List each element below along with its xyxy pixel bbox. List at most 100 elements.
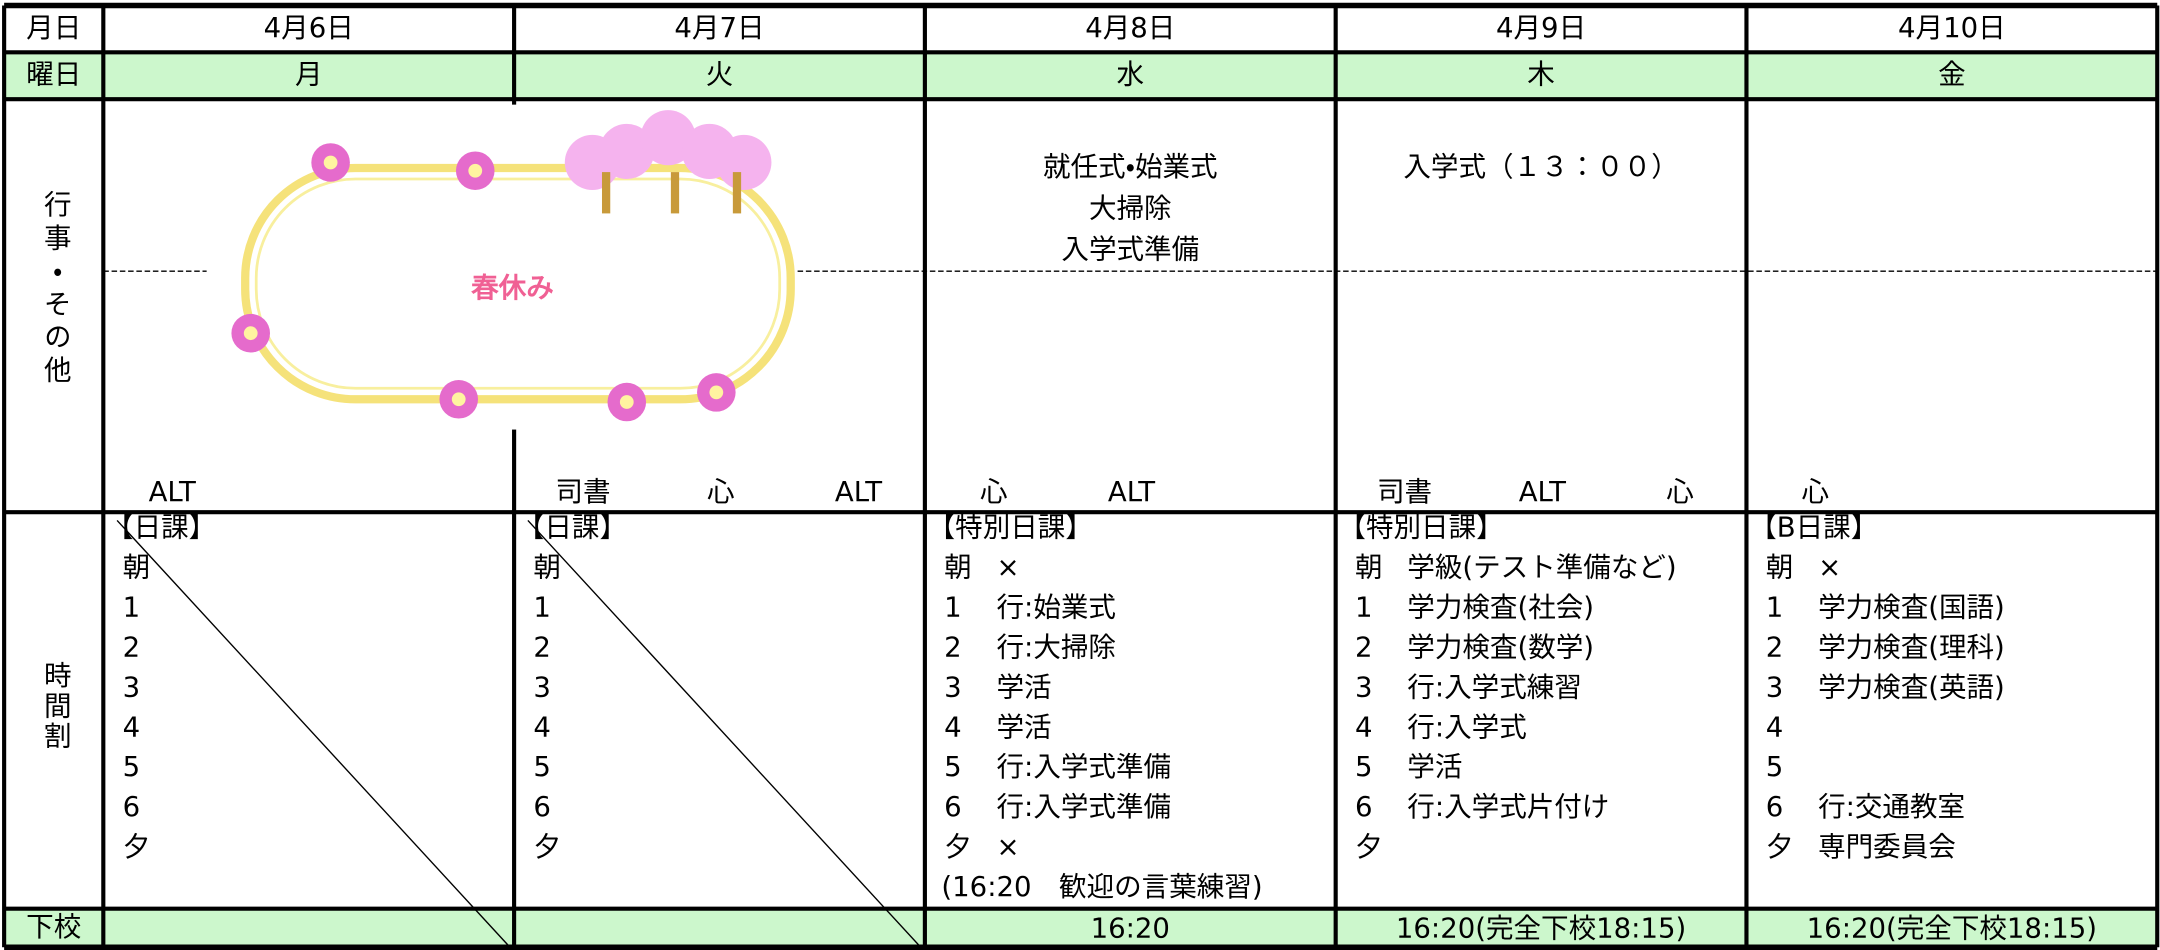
schedule-title: 【日課】 <box>517 512 627 544</box>
period-label: 3 <box>533 671 551 703</box>
banner-frame-inner <box>254 177 782 390</box>
period-label: 1 <box>1355 592 1373 624</box>
staff: 心 <box>1802 476 1830 508</box>
period-content: × <box>997 552 1020 584</box>
dismissal: 16:20(完全下校18:15) <box>1807 912 2097 944</box>
period-label: 5 <box>1766 751 1784 783</box>
staff: ALT <box>1519 476 1566 508</box>
period-label: 朝 <box>1766 552 1794 584</box>
banner-frame <box>241 163 795 404</box>
period-label: 5 <box>1355 751 1373 783</box>
note: (16:20 歓迎の言葉練習) <box>941 871 1262 903</box>
period-content: 学力検査(英語) <box>1818 671 2005 703</box>
period-content: 学級(テスト準備など) <box>1407 552 1676 584</box>
period-content: × <box>1818 552 1841 584</box>
period-content: 行:入学式準備 <box>997 791 1172 823</box>
period-label: 4 <box>1355 711 1373 743</box>
period-label: 4 <box>533 711 551 743</box>
period-label: 朝 <box>533 552 561 584</box>
period-content: 行:入学式練習 <box>1407 671 1582 703</box>
period-content: 専門委員会 <box>1818 831 1956 863</box>
period-content: × <box>997 831 1020 863</box>
schedule-title: 【日課】 <box>106 512 216 544</box>
period-label: 朝 <box>123 552 151 584</box>
period-label: 1 <box>123 592 141 624</box>
period-content: 行:大掃除 <box>997 631 1116 663</box>
date: 4月7日 <box>674 12 764 44</box>
period-label: 5 <box>944 751 962 783</box>
weekday: 月 <box>295 59 323 91</box>
row-label-vertical: 行事・その他 <box>39 190 72 388</box>
period-label: 3 <box>1766 671 1784 703</box>
period-label: 2 <box>533 631 551 663</box>
period-content: 学活 <box>997 671 1052 703</box>
period-label: 夕 <box>533 831 561 863</box>
schedule-title: 【特別日課】 <box>928 512 1093 544</box>
staff: 心 <box>707 476 735 508</box>
staff: 司書 <box>555 476 610 508</box>
period-content: 学力検査(国語) <box>1818 592 2005 624</box>
period-label: 3 <box>1355 671 1373 703</box>
row-label: 月日 <box>26 12 81 44</box>
schedule-title: 【B日課】 <box>1749 512 1878 544</box>
no-class-diagonal <box>116 519 511 948</box>
period-content: 学活 <box>997 711 1052 743</box>
period-label: 1 <box>944 592 962 624</box>
period-content: 学活 <box>1407 751 1462 783</box>
date: 4月6日 <box>264 12 354 44</box>
staff: 心 <box>1666 476 1694 508</box>
staff: 司書 <box>1377 476 1432 508</box>
tree-crown <box>564 134 620 190</box>
period-content: 学力検査(理科) <box>1818 631 2005 663</box>
date: 4月9日 <box>1496 12 1586 44</box>
staff: ALT <box>835 476 882 508</box>
period-label: 4 <box>123 711 141 743</box>
period-label: 2 <box>944 631 962 663</box>
tree-trunk <box>732 172 742 214</box>
period-label: 朝 <box>1355 552 1383 584</box>
period-label: 1 <box>1766 592 1784 624</box>
weekday: 木 <box>1527 59 1555 91</box>
staff: ALT <box>1108 476 1155 508</box>
dismissal: 16:20(完全下校18:15) <box>1396 912 1686 944</box>
banner-text: 春休み <box>470 272 554 304</box>
period-label: 2 <box>1766 631 1784 663</box>
no-class-diagonal <box>527 519 922 948</box>
period-label: 3 <box>944 671 962 703</box>
row-label-vertical: 時間割 <box>39 661 71 752</box>
period-label: 6 <box>123 791 141 823</box>
tree-trunk <box>670 172 680 214</box>
tree-trunk <box>601 172 611 214</box>
event: 入学式（１３：００） <box>1403 151 1678 183</box>
period-label: 夕 <box>1355 831 1383 863</box>
weekday: 水 <box>1117 59 1145 91</box>
staff: 心 <box>980 476 1008 508</box>
weekday: 金 <box>1938 59 1966 91</box>
blossom-center <box>323 155 338 170</box>
period-content: 行:交通教室 <box>1818 791 1965 823</box>
date: 4月8日 <box>1085 12 1175 44</box>
period-content: 学力検査(数学) <box>1407 631 1594 663</box>
period-label: 1 <box>533 592 551 624</box>
period-label: 6 <box>1355 791 1373 823</box>
period-label: 2 <box>1355 631 1373 663</box>
period-label: 6 <box>1766 791 1784 823</box>
date: 4月10日 <box>1898 12 2006 44</box>
period-label: 5 <box>123 751 141 783</box>
period-content: 行:入学式片付け <box>1407 791 1609 823</box>
period-content: 行:始業式 <box>997 592 1116 624</box>
blossom-center <box>243 326 258 341</box>
row-label: 下校 <box>26 911 81 943</box>
period-content: 学力検査(社会) <box>1407 592 1594 624</box>
period-label: 3 <box>123 671 141 703</box>
weekday: 火 <box>706 59 734 91</box>
blossom-center <box>619 395 634 409</box>
dismissal-row-bg <box>4 908 2158 948</box>
tree-crown <box>716 134 772 190</box>
period-label: 5 <box>533 751 551 783</box>
schedule-title: 【特別日課】 <box>1338 512 1503 544</box>
period-label: 夕 <box>944 831 972 863</box>
event: 入学式準備 <box>1061 234 1199 266</box>
